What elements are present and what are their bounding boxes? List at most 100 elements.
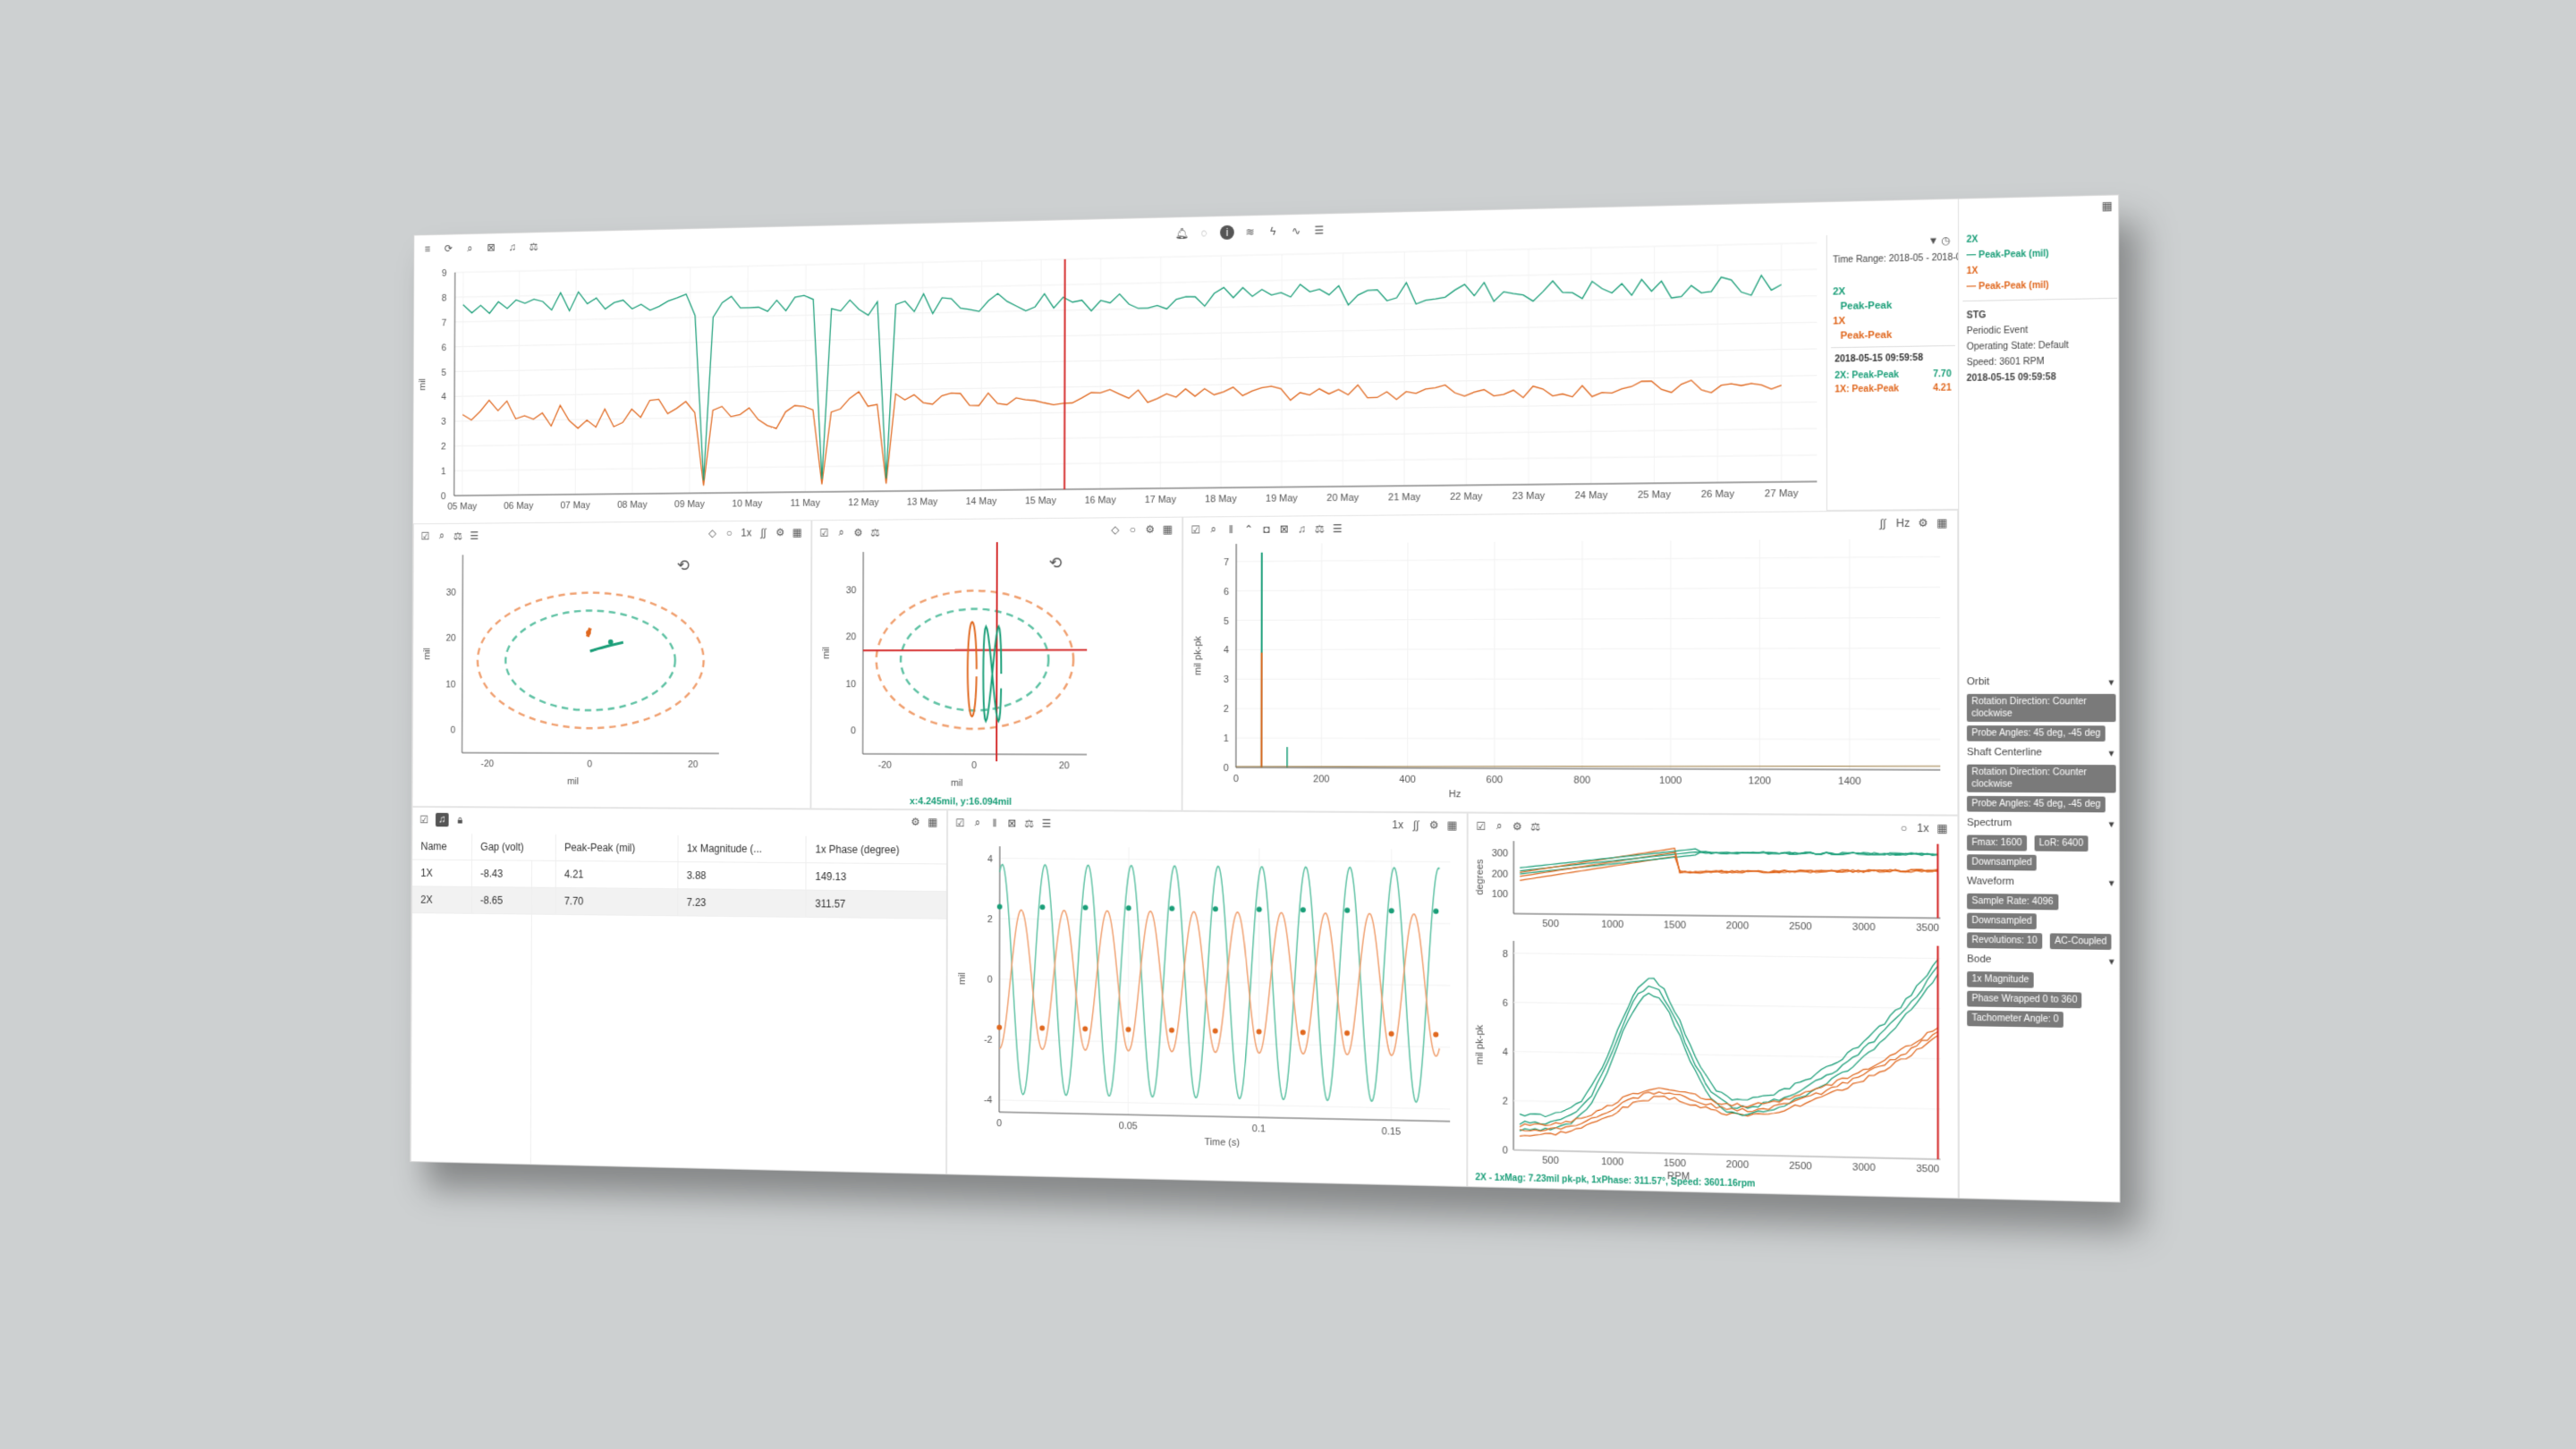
filter-icon[interactable]: ▼ xyxy=(1928,235,1939,247)
legend-entry[interactable]: 1X xyxy=(1833,315,1846,327)
legend-entry[interactable]: 2X xyxy=(1833,286,1846,298)
chevron-down-icon[interactable]: ▾ xyxy=(2108,748,2114,759)
grid-icon[interactable]: ▦ xyxy=(2101,199,2113,213)
bell-icon[interactable]: ♫ xyxy=(435,812,449,827)
zoom-icon[interactable]: ⌕ xyxy=(838,525,844,538)
setting-chip[interactable]: Phase Wrapped 0 to 360 xyxy=(1967,990,2082,1009)
refresh-icon[interactable]: ⟳ xyxy=(444,242,453,255)
orbit1-tool-2[interactable]: 1x xyxy=(741,526,752,539)
orbit2-tool-3[interactable]: ▦ xyxy=(1162,522,1174,536)
orbit-chart-2[interactable]: 0 10 20 30 -20 0 20 mil mil ⟲ xyxy=(811,518,1182,811)
waveform-tool-2[interactable]: ⚙ xyxy=(1428,818,1439,832)
grid-off-icon[interactable]: ⊠ xyxy=(1007,817,1017,829)
grid-off-icon[interactable]: ⊠ xyxy=(487,241,496,254)
setting-chip[interactable]: Rotation Direction: Counter clockwise xyxy=(1966,693,2116,723)
sidebar-legend-entry[interactable]: 1X xyxy=(1966,266,1979,277)
orbit1-tool-3[interactable]: ∫∫ xyxy=(760,526,767,539)
bell-icon[interactable]: ♫ xyxy=(508,241,517,254)
trend-chart[interactable]: 0 1 2 3 4 5 6 7 8 9 05 May 06 May 07 May 08 May 09 May… xyxy=(413,235,1826,523)
pause-icon[interactable]: ‖ xyxy=(992,816,997,829)
waveform-tool-3[interactable]: ▦ xyxy=(1446,818,1458,832)
sidebar-section-header[interactable]: Bode ▾ xyxy=(1960,950,2121,971)
column-header[interactable]: Name xyxy=(412,833,472,860)
bell-icon[interactable]: ♫ xyxy=(1298,521,1307,535)
zoom-icon[interactable]: ⌕ xyxy=(1496,818,1503,833)
column-header[interactable]: Gap (volt) xyxy=(471,834,556,861)
bode-tool-1[interactable]: 1x xyxy=(1917,821,1929,835)
checkbox-icon[interactable]: ☑ xyxy=(955,816,965,829)
setting-chip[interactable]: Tachometer Angle: 0 xyxy=(1967,1010,2064,1028)
legend-entry[interactable]: Peak-Peak xyxy=(1840,300,1893,312)
zoom-icon[interactable]: ⌕ xyxy=(1210,522,1216,536)
orbit1-tool-1[interactable]: ○ xyxy=(725,526,733,539)
zoom-icon[interactable]: ⌕ xyxy=(467,242,473,254)
sidebar-section-header[interactable]: Orbit ▾ xyxy=(1959,673,2120,692)
column-header[interactable]: Peak-Peak (mil) xyxy=(555,834,678,862)
chevron-down-icon[interactable]: ▾ xyxy=(2108,956,2114,968)
lock-icon[interactable]: 🔒︎ xyxy=(457,813,463,826)
settings-icon[interactable]: ⚙ xyxy=(1512,819,1522,833)
balance-icon[interactable]: ⚖ xyxy=(1530,819,1541,833)
grid-icon[interactable]: ▦ xyxy=(928,816,938,828)
balance-icon[interactable]: ⚖ xyxy=(1024,817,1034,830)
setting-chip[interactable]: Fmax: 1600 xyxy=(1967,835,2027,852)
orbit2-tool-1[interactable]: ○ xyxy=(1129,523,1136,537)
balance-icon[interactable]: ⚖ xyxy=(1315,521,1325,535)
legend-entry[interactable]: Peak-Peak xyxy=(1840,329,1893,342)
zoom-icon[interactable]: ⌕ xyxy=(438,529,445,542)
waveform-chart[interactable]: -4 -2 0 2 4 0 0.05 0.1 0.15 mil Time (s) xyxy=(947,810,1468,1188)
setting-chip[interactable]: Probe Angles: 45 deg, -45 deg xyxy=(1966,795,2106,813)
pause-icon[interactable]: ‖ xyxy=(1228,522,1233,536)
spectrum-tool-0[interactable]: ∫∫ xyxy=(1879,516,1886,530)
setting-chip[interactable]: LoR: 6400 xyxy=(2034,835,2089,852)
bolt-icon[interactable]: ϟ xyxy=(1270,225,1276,238)
comment-icon[interactable]: ◌ xyxy=(1200,226,1208,240)
rss-icon[interactable]: ≋ xyxy=(1245,225,1255,239)
pulse-icon[interactable]: ∿ xyxy=(1292,225,1301,238)
orbit1-tool-0[interactable]: ◇ xyxy=(708,527,716,539)
balance-icon[interactable]: ⚖ xyxy=(529,240,538,253)
spectrum-tool-3[interactable]: ▦ xyxy=(1936,516,1948,530)
list-icon[interactable]: ☰ xyxy=(470,529,479,542)
grid-off-icon[interactable]: ⊠ xyxy=(1279,522,1289,536)
spectrum-tool-1[interactable]: Hz xyxy=(1895,516,1911,530)
sidebar-section-header[interactable]: Waveform ▾ xyxy=(1960,872,2121,893)
info-icon[interactable]: i xyxy=(1220,225,1234,241)
balance-icon[interactable]: ⚖ xyxy=(453,529,462,542)
setting-chip[interactable]: Downsampled xyxy=(1967,854,2038,871)
sidebar-legend-entry[interactable]: — Peak-Peak (mil) xyxy=(1966,249,2049,261)
setting-chip[interactable]: AC-Coupled xyxy=(2049,933,2112,950)
peak-icon[interactable]: ⌃ xyxy=(1244,522,1254,536)
spectrum-chart[interactable]: 0 1 2 3 4 5 6 7 0 200 400 600 800 1000 1200 1400 mil pk-… xyxy=(1183,511,1959,816)
waveform-tool-0[interactable]: 1x xyxy=(1392,818,1404,832)
checkbox-icon[interactable]: ☑ xyxy=(420,530,430,542)
chevron-down-icon[interactable]: ▾ xyxy=(2108,877,2114,890)
checkbox-icon[interactable]: ☑ xyxy=(1191,522,1201,536)
list-icon[interactable]: ☰ xyxy=(1314,224,1325,237)
sidebar-legend-entry[interactable]: — Peak-Peak (mil) xyxy=(1966,280,2049,292)
checkbox-icon[interactable]: ☑ xyxy=(419,813,429,826)
sidebar-section-header[interactable]: Shaft Centerline ▾ xyxy=(1959,743,2120,763)
setting-chip[interactable]: Downsampled xyxy=(1967,912,2038,930)
settings-icon[interactable]: ⚙ xyxy=(853,526,863,538)
bode-tool-2[interactable]: ▦ xyxy=(1936,821,1948,835)
orbit2-tool-0[interactable]: ◇ xyxy=(1111,523,1120,537)
table-row[interactable]: 2X -8.65 7.70 7.23 311.57 xyxy=(412,886,948,919)
list-icon[interactable]: ☰ xyxy=(1333,521,1343,535)
menu-icon[interactable]: ≡ xyxy=(424,242,431,256)
list-icon[interactable]: ☰ xyxy=(1041,817,1052,830)
orbit1-tool-5[interactable]: ▦ xyxy=(792,526,802,539)
checkbox-icon[interactable]: ☑ xyxy=(1476,819,1487,833)
setting-chip[interactable]: Rotation Direction: Counter clockwise xyxy=(1966,764,2116,793)
sidebar-section-header[interactable]: Spectrum ▾ xyxy=(1960,814,2121,835)
orbit-chart-1[interactable]: 0 10 20 30 -20 0 20 mil mil ⟲ xyxy=(413,521,812,809)
column-header[interactable]: 1x Phase (degree) xyxy=(806,835,948,864)
orbit2-tool-2[interactable]: ⚙ xyxy=(1145,522,1156,536)
settings-icon[interactable]: ⚙ xyxy=(911,815,920,828)
clock-icon[interactable]: ◷ xyxy=(1941,235,1951,247)
setting-chip[interactable]: 1x Magnitude xyxy=(1967,970,2034,988)
bode-chart[interactable]: 1002003000246850050010001000150015002000… xyxy=(1468,814,1958,1200)
waveform-tool-1[interactable]: ∫∫ xyxy=(1412,818,1419,832)
setting-chip[interactable]: Revolutions: 10 xyxy=(1967,932,2043,949)
column-header[interactable]: 1x Magnitude (... xyxy=(677,835,807,863)
